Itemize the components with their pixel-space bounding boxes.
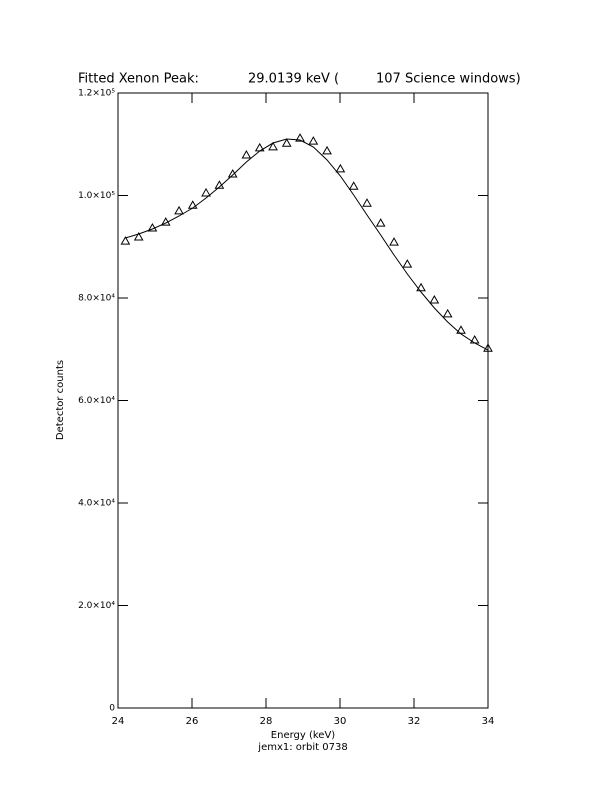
data-point	[201, 187, 211, 197]
y-tick-label: 8.0×10⁴	[78, 294, 115, 304]
data-point	[483, 343, 493, 352]
y-tick-label: 1.0×10⁵	[78, 191, 115, 201]
data-point	[133, 232, 144, 241]
y-tick-label: 1.2×10⁵	[78, 89, 115, 99]
plot-frame	[117, 92, 489, 709]
data-point	[120, 236, 131, 245]
title: Fitted Xenon Peak:	[78, 72, 199, 87]
data-point	[174, 205, 184, 215]
x-axis-label: Energy (keV)	[271, 730, 336, 741]
x-tick-label: 30	[334, 716, 347, 727]
data-point	[442, 308, 453, 318]
x-tick-label: 24	[112, 716, 125, 727]
title: 107 Science windows)	[376, 72, 521, 87]
data-point	[295, 133, 305, 142]
data-point	[322, 145, 332, 155]
y-tick-label: 4.0×10⁴	[78, 499, 115, 509]
data-point	[348, 181, 359, 190]
data-point	[362, 198, 372, 207]
data-point	[429, 295, 440, 304]
data-point	[268, 141, 278, 151]
data-point	[227, 168, 238, 178]
x-tick-label: 34	[482, 716, 495, 727]
data-point	[241, 150, 252, 159]
data-point	[281, 138, 292, 147]
fit-curve	[125, 138, 489, 351]
data-point	[187, 200, 198, 209]
y-axis-label: Detector counts	[55, 360, 66, 440]
x-tick-label: 26	[186, 716, 199, 727]
title: 29.0139 keV (	[248, 72, 339, 87]
data-point	[147, 223, 158, 232]
y-tick-label: 0	[109, 704, 115, 714]
data-point	[308, 136, 319, 145]
x-tick-label: 28	[260, 716, 273, 727]
y-tick-label: 2.0×10⁴	[78, 601, 115, 611]
data-point	[456, 325, 466, 334]
data-point	[416, 282, 426, 292]
subtitle: jemx1: orbit 0738	[257, 742, 347, 753]
data-point	[335, 163, 346, 173]
data-point	[389, 237, 399, 246]
x-tick-label: 32	[408, 716, 421, 727]
data-point	[375, 218, 386, 227]
data-point	[469, 335, 480, 344]
y-tick-label: 6.0×10⁴	[78, 396, 115, 406]
data-point	[402, 259, 413, 268]
